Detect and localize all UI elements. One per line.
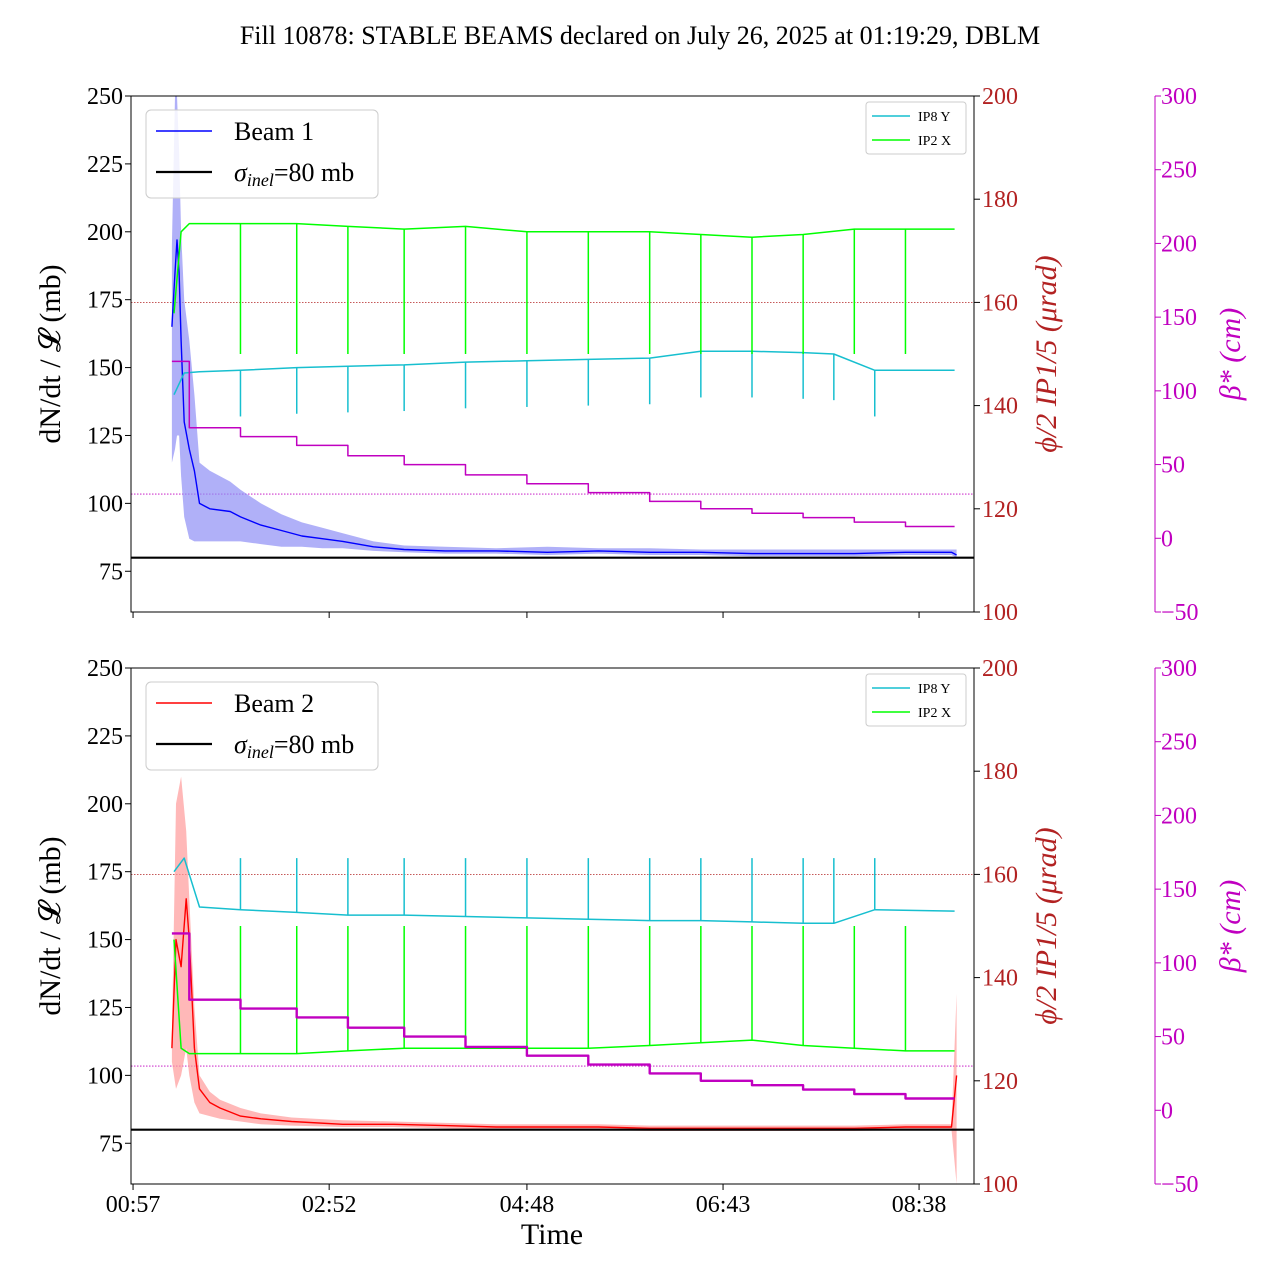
beta-tick-label: 50	[1161, 1025, 1185, 1051]
legend-small-label: IP2 X	[918, 134, 951, 149]
beta-tick-label: 0	[1161, 1098, 1173, 1124]
x-tick-label: 06:43	[696, 1192, 751, 1218]
legend-small-label: IP8 Y	[918, 110, 951, 125]
legend-main: Beam 2 σinel=80 mb	[145, 681, 379, 771]
phi-tick-label: 120	[982, 1069, 1018, 1095]
panel-bottom: 75 100 125 150 175 200 225 250 100 120 140 160 180 20…	[34, 656, 1247, 1251]
beta-tick-label: −50	[1161, 1172, 1199, 1198]
y-tick-label: 125	[87, 423, 123, 449]
series-ip2-x	[173, 222, 955, 314]
y-tick-label: 150	[87, 928, 123, 954]
y-axis-label-phi: ϕ/2 IP1/5 (μrad)	[1030, 255, 1063, 452]
plot-area	[131, 776, 974, 1184]
x-tick-label: 08:38	[892, 1192, 947, 1218]
y-tick-label: 250	[87, 656, 123, 682]
legend-small-label: IP2 X	[918, 706, 951, 721]
y-axis-label-left: dN/dt / 𝓛 (mb)	[34, 836, 67, 1015]
series-beam-2	[171, 898, 958, 1129]
legend-small-label: IP8 Y	[918, 682, 951, 697]
y-axis-label-beta: β* (cm)	[1214, 880, 1247, 973]
y-tick-label: 175	[87, 860, 123, 886]
y-tick-label: 150	[87, 356, 123, 382]
x-tick-label: 04:48	[500, 1192, 555, 1218]
beta-tick-label: 250	[1161, 158, 1197, 184]
phi-tick-label: 100	[982, 1172, 1018, 1198]
legend-small: IP8 Y IP2 X	[865, 673, 967, 727]
y-tick-label: 75	[99, 1131, 123, 1157]
y-tick-label: 225	[87, 152, 123, 178]
series-beam-1	[171, 239, 957, 556]
beta-tick-label: 300	[1161, 656, 1197, 682]
series-beta-star	[171, 360, 955, 528]
y-tick-label: 75	[99, 559, 123, 585]
x-tick-label: 02:52	[302, 1192, 357, 1218]
phi-tick-label: 200	[982, 84, 1018, 110]
y-axis-label-left: dN/dt / 𝓛 (mb)	[34, 264, 67, 443]
legend-sigma-label: σinel=80 mb	[234, 158, 354, 190]
panels: 75 100 125 150 175 200 225 250 100 120 140 160 180 20…	[34, 84, 1247, 1251]
legend-beam-label: Beam 1	[234, 117, 314, 146]
y-tick-label: 200	[87, 220, 123, 246]
phi-tick-label: 180	[982, 187, 1018, 213]
series-beam-2-band	[171, 776, 957, 1184]
y-tick-label: 100	[87, 1063, 123, 1089]
beta-tick-label: 100	[1161, 379, 1197, 405]
legend-main-box	[145, 109, 379, 199]
beta-tick-label: 100	[1161, 951, 1197, 977]
legend-sigma-sub: inel	[247, 170, 274, 190]
legend-small-box	[865, 673, 967, 727]
plot-frame	[130, 95, 975, 613]
phi-tick-label: 100	[982, 600, 1018, 626]
y-axis-label-beta: β* (cm)	[1214, 308, 1247, 401]
beta-tick-label: 300	[1161, 84, 1197, 110]
series-beta-star	[171, 932, 955, 1100]
beta-tick-label: 200	[1161, 231, 1197, 257]
beta-tick-label: 0	[1161, 526, 1173, 552]
legend-main: Beam 1 σinel=80 mb	[145, 109, 379, 199]
legend-sigma-text: =80 mb	[274, 730, 354, 759]
series-beam-1-band	[171, 96, 957, 558]
y-axis-label-phi: ϕ/2 IP1/5 (μrad)	[1030, 827, 1063, 1024]
beta-tick-label: 50	[1161, 453, 1185, 479]
figure-title: Fill 10878: STABLE BEAMS declared on Jul…	[240, 21, 1040, 50]
phi-tick-label: 180	[982, 759, 1018, 785]
series-ip8-y	[173, 350, 955, 396]
plot-frame	[130, 667, 975, 1185]
legend-sigma-symbol: σ	[234, 730, 248, 759]
phi-tick-label: 140	[982, 394, 1018, 420]
y-tick-label: 225	[87, 724, 123, 750]
phi-tick-label: 160	[982, 290, 1018, 316]
series-ip8-y	[173, 857, 955, 925]
phi-tick-label: 160	[982, 862, 1018, 888]
legend-small-box	[865, 101, 967, 155]
y-tick-label: 175	[87, 288, 123, 314]
legend-sigma-sub: inel	[247, 742, 274, 762]
series-ip2-x	[173, 939, 955, 1055]
plot-area	[131, 96, 974, 558]
y-tick-label: 250	[87, 84, 123, 110]
legend-beam-label: Beam 2	[234, 689, 314, 718]
y-tick-label: 100	[87, 491, 123, 517]
y-tick-label: 125	[87, 995, 123, 1021]
beta-tick-label: −50	[1161, 600, 1199, 626]
legend-sigma-text: =80 mb	[274, 158, 354, 187]
beta-tick-label: 200	[1161, 803, 1197, 829]
x-tick-label: 00:57	[106, 1192, 161, 1218]
legend-sigma-label: σinel=80 mb	[234, 730, 354, 762]
beta-tick-label: 150	[1161, 305, 1197, 331]
phi-tick-label: 120	[982, 497, 1018, 523]
panel-top: 75 100 125 150 175 200 225 250 100 120 140 160 180 20…	[34, 84, 1247, 626]
legend-sigma-symbol: σ	[234, 158, 248, 187]
x-axis-label: Time	[521, 1218, 583, 1251]
legend-main-box	[145, 681, 379, 771]
beta-tick-label: 150	[1161, 877, 1197, 903]
legend-small: IP8 Y IP2 X	[865, 101, 967, 155]
y-tick-label: 200	[87, 792, 123, 818]
phi-tick-label: 200	[982, 656, 1018, 682]
phi-tick-label: 140	[982, 966, 1018, 992]
beta-tick-label: 250	[1161, 730, 1197, 756]
